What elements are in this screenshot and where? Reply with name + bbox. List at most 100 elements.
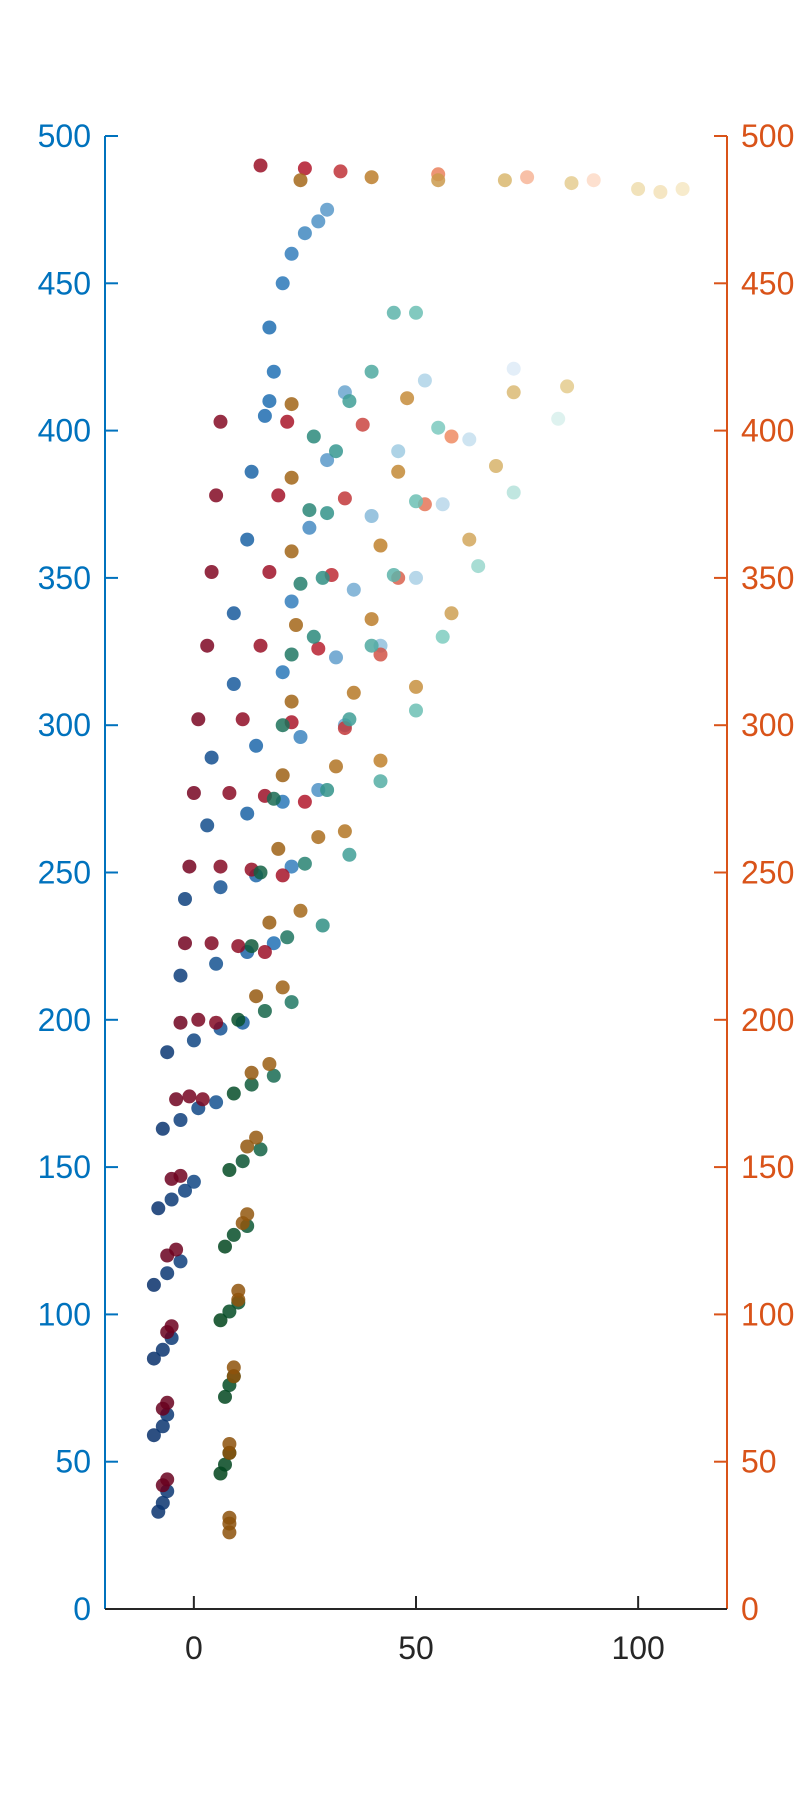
scatter-point xyxy=(218,1457,232,1472)
scatter-point xyxy=(311,214,326,229)
left-y-tick-label: 400 xyxy=(38,413,91,449)
scatter-point xyxy=(195,1092,210,1107)
scatter-point xyxy=(320,453,335,468)
scatter-point xyxy=(355,417,370,432)
scatter-point xyxy=(173,1254,188,1269)
scatter-point xyxy=(173,1168,188,1183)
scatter-point xyxy=(244,1065,259,1080)
right-y-tick-label: 450 xyxy=(741,265,794,301)
scatter-point xyxy=(178,1183,192,1198)
right-y-tick-label: 300 xyxy=(741,707,794,743)
scatter-point xyxy=(155,1419,170,1434)
scatter-point xyxy=(146,1277,161,1292)
scatter-point xyxy=(471,559,486,574)
left-y-tick-label: 250 xyxy=(38,855,91,891)
scatter-point xyxy=(342,847,357,862)
scatter-point xyxy=(560,379,575,394)
scatter-point xyxy=(506,385,521,400)
scatter-point xyxy=(364,638,379,653)
scatter-point xyxy=(364,364,379,379)
scatter-point xyxy=(213,859,228,874)
scatter-point xyxy=(262,1057,277,1071)
scatter-point xyxy=(311,641,326,656)
scatter-point xyxy=(222,1163,237,1177)
scatter-point xyxy=(249,738,264,753)
scatter-point xyxy=(435,497,450,512)
scatter-point xyxy=(253,158,268,173)
left-y-tick-label: 0 xyxy=(73,1591,91,1627)
scatter-point xyxy=(280,930,295,945)
scatter-point xyxy=(315,570,330,585)
scatter-point xyxy=(231,1012,246,1027)
scatter-point xyxy=(284,246,299,261)
scatter-point xyxy=(173,1015,188,1030)
scatter-point xyxy=(337,824,352,839)
scatter-point xyxy=(235,712,250,727)
scatter-point xyxy=(244,1077,259,1092)
scatter-point xyxy=(320,783,335,797)
scatter-point xyxy=(409,703,423,718)
right-y-tick-label: 200 xyxy=(741,1002,794,1038)
scatter-point xyxy=(222,1437,237,1451)
scatter-point xyxy=(155,1121,170,1136)
scatter-point xyxy=(191,712,206,727)
scatter-point xyxy=(284,995,299,1010)
scatter-point xyxy=(653,185,668,199)
scatter-point xyxy=(253,865,268,880)
scatter-point xyxy=(262,394,277,409)
scatter-series-2 xyxy=(155,158,601,1493)
scatter-point xyxy=(462,432,477,447)
scatter-point xyxy=(306,629,321,644)
right-y-tick-label: 400 xyxy=(741,413,794,449)
scatter-point xyxy=(284,397,299,412)
scatter-point xyxy=(253,638,268,653)
scatter-point xyxy=(222,1304,237,1319)
scatter-point xyxy=(631,182,646,196)
scatter-point xyxy=(586,173,601,188)
scatter-point xyxy=(364,612,379,627)
scatter-point xyxy=(275,718,290,733)
scatter-point xyxy=(297,161,312,176)
scatter-point xyxy=(302,520,317,535)
scatter-point xyxy=(164,1192,179,1207)
scatter-point xyxy=(160,1045,175,1060)
scatter-point xyxy=(209,488,224,503)
scatter-point xyxy=(155,1342,170,1357)
scatter-point xyxy=(218,1239,232,1254)
left-y-tick-label: 500 xyxy=(38,118,91,154)
right-y-tick-label: 250 xyxy=(741,855,794,891)
scatter-point xyxy=(169,1092,184,1107)
scatter-point xyxy=(320,506,335,521)
scatter-point xyxy=(329,759,343,774)
scatter-point xyxy=(160,1266,175,1281)
right-y-tick-label: 500 xyxy=(741,118,794,154)
scatter-point xyxy=(275,276,290,291)
scatter-point xyxy=(311,830,326,845)
scatter-point xyxy=(191,1012,206,1027)
scatter-point xyxy=(200,638,215,653)
scatter-point xyxy=(409,494,423,509)
scatter-point xyxy=(293,903,308,918)
scatter-point xyxy=(186,1033,201,1048)
scatter-point xyxy=(431,173,446,188)
scatter-point xyxy=(297,856,312,871)
scatter-point xyxy=(240,1139,255,1154)
scatter-point xyxy=(226,1227,241,1242)
scatter-point xyxy=(373,774,388,789)
scatter-point xyxy=(222,786,237,800)
scatter-point xyxy=(213,414,228,429)
scatter-point xyxy=(240,806,255,821)
scatter-point xyxy=(391,444,406,459)
scatter-point xyxy=(275,768,290,783)
scatter-point xyxy=(226,1086,241,1101)
scatter-point xyxy=(249,1130,264,1145)
scatter-point xyxy=(226,606,241,621)
scatter-point xyxy=(364,509,379,523)
scatter-point xyxy=(155,1495,170,1510)
right-y-tick-label: 150 xyxy=(741,1149,794,1185)
scatter-point xyxy=(235,1154,250,1169)
scatter-point xyxy=(346,685,361,700)
scatter-point xyxy=(417,373,432,388)
scatter-point xyxy=(275,665,290,680)
